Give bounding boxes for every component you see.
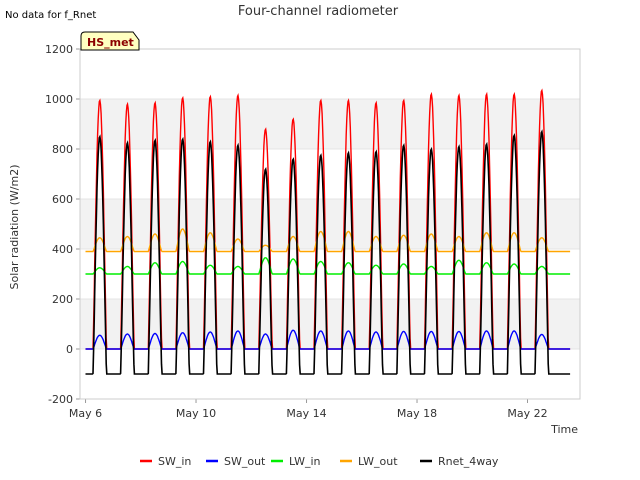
x-tick-label: May 22	[507, 407, 547, 420]
y-axis: -200 0 200 400 600 800 1000 1200	[45, 43, 80, 406]
legend-label-lw_out: LW_out	[358, 455, 398, 468]
grid-band	[80, 299, 580, 349]
station-badge: HS_met	[80, 31, 140, 51]
legend-label-sw_out: SW_out	[224, 455, 266, 468]
x-tick-label: May 14	[286, 407, 326, 420]
y-tick-label: -200	[48, 393, 73, 406]
x-tick-label: May 6	[69, 407, 102, 420]
y-tick-label: 600	[52, 193, 73, 206]
y-tick-label: 1200	[45, 43, 73, 56]
y-tick-label: 800	[52, 143, 73, 156]
series-line-lw_in	[85, 257, 571, 275]
legend-label-lw_in: LW_in	[289, 455, 321, 468]
x-axis-label: Time	[550, 423, 578, 436]
legend-label-rnet_4way: Rnet_4way	[438, 455, 499, 468]
x-axis: May 6 May 10 May 14 May 18 May 22	[69, 399, 548, 420]
plot-frame	[79, 48, 581, 400]
badge-shape	[80, 31, 140, 51]
y-axis-label: Solar radiation (W/m2)	[8, 164, 21, 289]
series-line-rnet_4way	[85, 129, 571, 375]
y-tick-label: 400	[52, 243, 73, 256]
plot-background	[80, 48, 580, 400]
y-tick-label: 0	[66, 343, 73, 356]
no-data-note: No data for f_Rnet	[5, 10, 96, 21]
series-line-sw_out	[85, 329, 571, 350]
grid-band	[80, 99, 580, 149]
chart-title: Four-channel radiometer	[238, 4, 399, 19]
series-lines	[85, 88, 571, 375]
badge-label: HS_met	[87, 36, 134, 49]
grid-band	[80, 199, 580, 249]
legend: SW_in SW_out LW_in LW_out Rnet_4way	[140, 455, 499, 468]
y-tick-label: 200	[52, 293, 73, 306]
series-line-lw_out	[85, 228, 571, 253]
x-tick-label: May 18	[397, 407, 437, 420]
legend-label-sw_in: SW_in	[158, 455, 191, 468]
y-tick-label: 1000	[45, 93, 73, 106]
x-tick-label: May 10	[176, 407, 216, 420]
